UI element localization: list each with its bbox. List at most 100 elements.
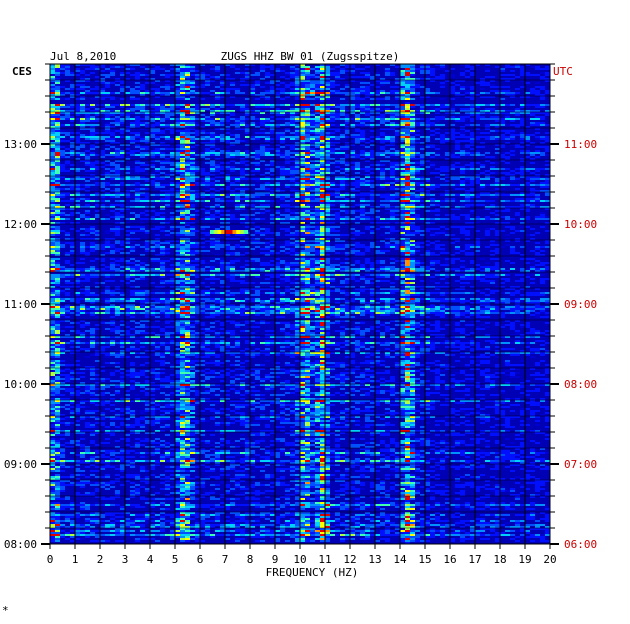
spectrogram-cell bbox=[175, 244, 180, 246]
spectrogram-cell bbox=[150, 154, 155, 156]
spectrogram-cell bbox=[65, 104, 70, 106]
spectrogram-cell bbox=[360, 154, 365, 156]
spectrogram-cell bbox=[350, 162, 355, 164]
spectrogram-cell bbox=[380, 90, 385, 92]
spectrogram-cell bbox=[485, 170, 490, 172]
spectrogram-cell bbox=[470, 98, 475, 100]
spectrogram-cell bbox=[450, 128, 455, 130]
spectrogram-cell bbox=[400, 136, 405, 138]
spectrogram-cell bbox=[160, 130, 165, 132]
spectrogram-cell bbox=[415, 158, 420, 160]
spectrogram-cell bbox=[260, 208, 265, 210]
spectrogram-cell bbox=[540, 216, 545, 218]
spectrogram-cell bbox=[290, 184, 295, 186]
spectrogram-cell bbox=[185, 186, 190, 188]
spectrogram-cell bbox=[265, 82, 270, 84]
spectrogram-cell bbox=[365, 112, 370, 114]
spectrogram-cell bbox=[370, 120, 375, 122]
spectrogram-cell bbox=[345, 162, 350, 164]
spectrogram-cell bbox=[405, 114, 410, 116]
spectrogram-cell bbox=[245, 218, 250, 220]
spectrogram-cell bbox=[410, 202, 415, 204]
spectrogram-cell bbox=[375, 222, 380, 224]
spectrogram-cell bbox=[105, 116, 110, 118]
spectrogram-cell bbox=[415, 182, 420, 184]
spectrogram-cell bbox=[375, 112, 380, 114]
spectrogram-cell bbox=[70, 120, 75, 122]
spectrogram-cell bbox=[320, 192, 325, 194]
spectrogram-cell bbox=[145, 90, 150, 92]
spectrogram-cell bbox=[225, 118, 230, 120]
spectrogram-cell bbox=[430, 122, 435, 124]
spectrogram-cell bbox=[180, 180, 185, 182]
spectrogram-cell bbox=[505, 226, 510, 228]
spectrogram-cell bbox=[135, 78, 140, 80]
spectrogram-cell bbox=[290, 194, 295, 196]
spectrogram-cell bbox=[55, 208, 60, 210]
spectrogram-cell bbox=[135, 88, 140, 90]
spectrogram-cell bbox=[150, 132, 155, 134]
spectrogram-cell bbox=[120, 184, 125, 186]
spectrogram-cell bbox=[190, 228, 195, 230]
spectrogram-cell bbox=[540, 142, 545, 144]
spectrogram-cell bbox=[110, 158, 115, 160]
spectrogram-cell bbox=[330, 118, 335, 120]
spectrogram-cell bbox=[370, 136, 375, 138]
spectrogram-cell bbox=[85, 110, 90, 112]
spectrogram-cell bbox=[320, 208, 325, 210]
spectrogram-cell bbox=[270, 192, 275, 194]
spectrogram-cell bbox=[345, 200, 350, 202]
spectrogram-cell bbox=[240, 124, 245, 126]
spectrogram-cell bbox=[270, 64, 275, 66]
spectrogram-cell bbox=[75, 118, 80, 120]
spectrogram-cell bbox=[55, 144, 60, 146]
spectrogram-cell bbox=[475, 136, 480, 138]
spectrogram-cell bbox=[50, 154, 55, 156]
spectrogram-cell bbox=[120, 122, 125, 124]
spectrogram-cell bbox=[495, 184, 500, 186]
spectrogram-cell bbox=[405, 132, 410, 134]
spectrogram-cell bbox=[345, 142, 350, 144]
spectrogram-cell bbox=[60, 146, 65, 148]
spectrogram-cell bbox=[360, 144, 365, 146]
spectrogram-cell bbox=[260, 106, 265, 108]
spectrogram-cell bbox=[155, 90, 160, 92]
spectrogram-cell bbox=[260, 92, 265, 94]
spectrogram-cell bbox=[315, 146, 320, 148]
spectrogram-cell bbox=[225, 122, 230, 124]
spectrogram-cell bbox=[420, 142, 425, 144]
spectrogram-cell bbox=[295, 164, 300, 166]
spectrogram-cell bbox=[50, 80, 55, 82]
spectrogram-cell bbox=[355, 128, 360, 130]
spectrogram-cell bbox=[115, 110, 120, 112]
spectrogram-cell bbox=[240, 78, 245, 80]
spectrogram-cell bbox=[365, 212, 370, 214]
spectrogram-cell bbox=[520, 120, 525, 122]
spectrogram-cell bbox=[175, 210, 180, 212]
spectrogram-cell bbox=[135, 134, 140, 136]
spectrogram-cell bbox=[400, 126, 405, 128]
spectrogram-cell bbox=[150, 104, 155, 106]
spectrogram-cell bbox=[210, 160, 215, 162]
spectrogram-cell bbox=[315, 120, 320, 122]
spectrogram-cell bbox=[90, 230, 95, 232]
spectrogram-cell bbox=[500, 230, 505, 232]
spectrogram-cell bbox=[80, 84, 85, 86]
spectrogram-cell bbox=[360, 232, 365, 234]
spectrogram-cell bbox=[290, 206, 295, 208]
spectrogram-cell bbox=[325, 112, 330, 114]
spectrogram-cell bbox=[485, 216, 490, 218]
spectrogram-cell bbox=[70, 212, 75, 214]
spectrogram-cell bbox=[185, 216, 190, 218]
spectrogram-cell bbox=[400, 164, 405, 166]
spectrogram-cell bbox=[230, 64, 235, 66]
spectrogram-cell bbox=[205, 120, 210, 122]
spectrogram-cell bbox=[185, 214, 190, 216]
spectrogram-cell bbox=[475, 238, 480, 240]
spectrogram-cell bbox=[310, 124, 315, 126]
spectrogram-cell bbox=[75, 152, 80, 154]
spectrogram-cell bbox=[440, 218, 445, 220]
spectrogram-cell bbox=[520, 218, 525, 220]
spectrogram-cell bbox=[220, 80, 225, 82]
spectrogram-cell bbox=[100, 80, 105, 82]
